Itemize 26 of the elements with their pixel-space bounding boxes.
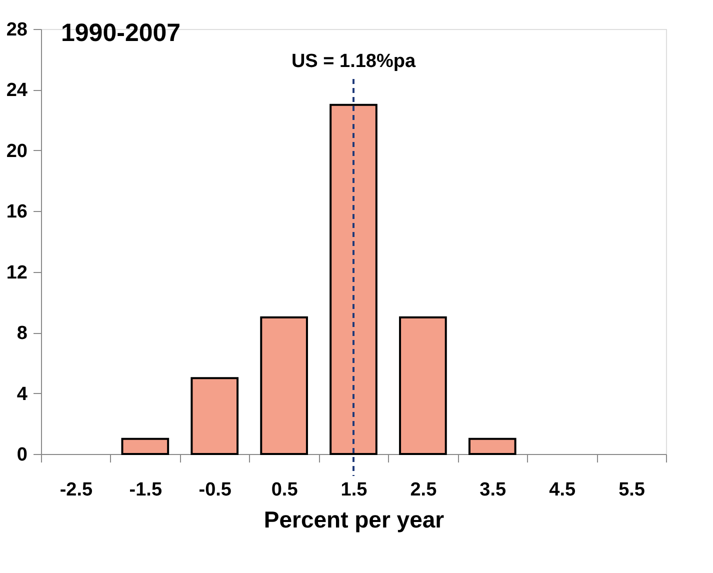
bar: [330, 104, 378, 455]
x-tick-label: 5.5: [618, 480, 646, 500]
x-tick-label: 3.5: [480, 480, 507, 500]
ref-line-label: US = 1.18%pa: [291, 51, 416, 72]
x-tick-label: -1.5: [129, 480, 162, 500]
y-tick-label: 0: [16, 444, 28, 466]
bar: [121, 438, 170, 455]
y-tick-label: 20: [6, 140, 28, 162]
x-tick-label: 1.5: [340, 480, 368, 500]
x-tick-label: 0.5: [271, 480, 298, 500]
y-tick-label: 28: [6, 20, 28, 40]
y-tick-label: 4: [16, 384, 28, 405]
y-tick-label: 12: [6, 262, 28, 284]
x-tick-label: 2.5: [410, 480, 438, 500]
bar: [190, 377, 239, 455]
x-tick-label: -0.5: [198, 480, 232, 500]
chart-title: 1990-2007: [61, 19, 181, 47]
bar: [260, 316, 308, 455]
bar: [399, 316, 447, 455]
bar: [468, 438, 516, 455]
y-tick-label: 16: [6, 202, 28, 223]
y-tick-label: 8: [16, 323, 28, 344]
x-tick-label: 4.5: [549, 480, 576, 500]
y-tick-label: 24: [6, 80, 28, 102]
x-tick-label: -2.5: [60, 480, 94, 500]
x-axis-title: Percent per year: [264, 506, 444, 532]
